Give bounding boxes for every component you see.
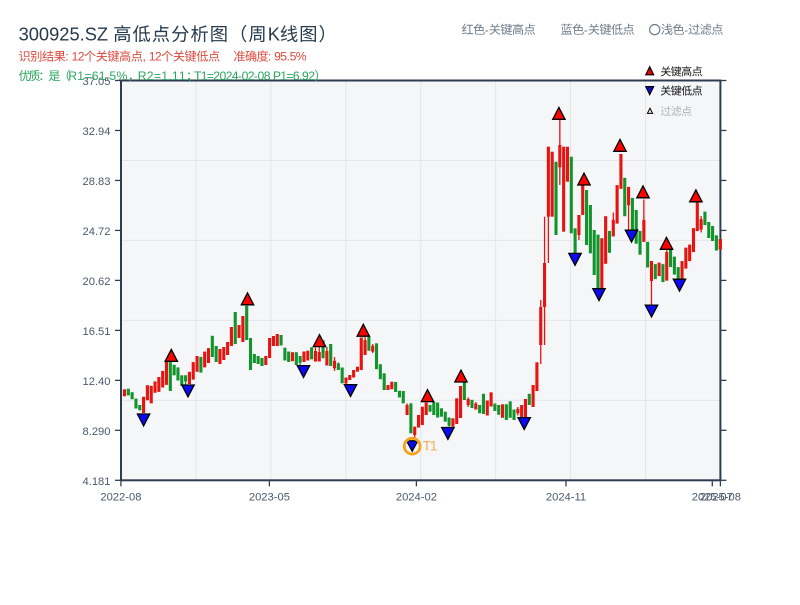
svg-text:28.83: 28.83	[83, 176, 111, 188]
svg-text:R2=1.11: R2=1.11	[138, 69, 186, 83]
svg-text:K: K	[268, 24, 280, 45]
svg-text:2025-07: 2025-07	[692, 491, 733, 503]
svg-text:-: -	[485, 23, 489, 37]
svg-text:20.62: 20.62	[83, 276, 111, 288]
svg-text:8.290: 8.290	[83, 426, 111, 438]
svg-text:T1=2024-02-08 P1=6.92: T1=2024-02-08 P1=6.92	[194, 69, 315, 83]
svg-text:16.51: 16.51	[83, 326, 111, 338]
svg-text:2024-02: 2024-02	[396, 491, 437, 503]
svg-text:, 12: , 12	[143, 50, 162, 64]
svg-text:37.05: 37.05	[83, 76, 111, 88]
svg-text:2023-05: 2023-05	[249, 491, 290, 503]
svg-text:4.181: 4.181	[83, 476, 111, 488]
svg-text:2022-08: 2022-08	[100, 491, 141, 503]
svg-text:2025-08: 2025-08	[700, 491, 741, 503]
svg-text:300925.SZ: 300925.SZ	[19, 24, 108, 45]
svg-text:-: -	[684, 23, 688, 37]
svg-text:24.72: 24.72	[83, 226, 111, 238]
svg-text:T1: T1	[423, 437, 438, 453]
svg-text:R1=61.5%: R1=61.5%	[68, 69, 127, 83]
svg-text:32.94: 32.94	[83, 126, 111, 138]
svg-text:12.40: 12.40	[83, 376, 111, 388]
svg-text:: 12: : 12	[65, 50, 84, 64]
svg-text:2024-11: 2024-11	[546, 491, 586, 503]
svg-text:-: -	[584, 23, 588, 37]
svg-text:: 95.5%: : 95.5%	[268, 50, 307, 64]
